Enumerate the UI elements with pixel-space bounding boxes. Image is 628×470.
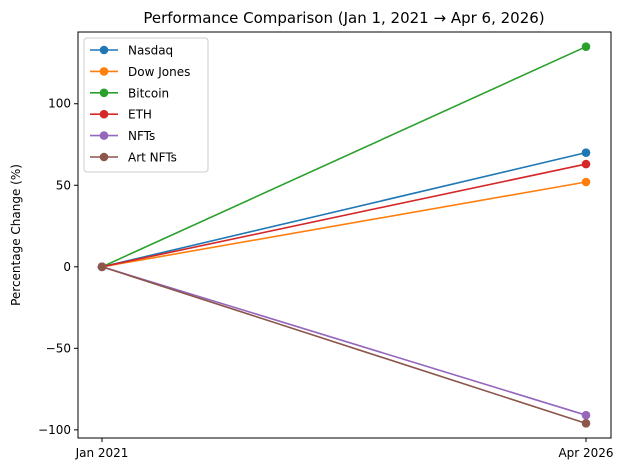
series-line	[101, 151, 587, 268]
legend-item: NFTs	[90, 129, 155, 143]
series-line	[101, 163, 587, 268]
legend-label: Bitcoin	[128, 86, 169, 100]
legend-swatch-marker	[99, 109, 109, 119]
legend-label: Art NFTs	[128, 151, 177, 165]
series-line	[101, 266, 587, 425]
series-dow-jones	[97, 177, 591, 272]
y-tick-label: 50	[56, 178, 71, 192]
chart-title: Performance Comparison (Jan 1, 2021 → Ap…	[143, 9, 544, 27]
y-axis: −100 −50 0 50 100	[38, 97, 78, 437]
legend-swatch-marker	[99, 45, 109, 55]
legend-label: NFTs	[128, 129, 155, 143]
data-point	[581, 419, 591, 428]
series-line	[101, 181, 587, 268]
y-tick-label: 100	[48, 97, 71, 111]
x-tick-label: Apr 2026	[558, 446, 613, 460]
y-tick-label: −100	[38, 423, 71, 437]
data-point	[581, 42, 591, 51]
legend-item: Dow Jones	[90, 65, 190, 79]
legend-swatch-marker	[99, 152, 109, 162]
series-nfts	[97, 262, 591, 420]
legend-label: Dow Jones	[128, 65, 190, 79]
y-tick-label: 0	[63, 260, 71, 274]
data-point	[97, 262, 107, 272]
legend-item: Art NFTs	[90, 151, 177, 165]
y-tick-label: −50	[46, 341, 71, 355]
legend-swatch-marker	[99, 88, 109, 98]
axes-frame	[77, 31, 612, 439]
legend: Nasdaq Dow Jones Bitcoin ETH NFTs Art NFTs	[83, 37, 209, 173]
plot-area	[97, 42, 591, 428]
series-line	[101, 266, 587, 416]
data-point	[581, 148, 591, 157]
legend-label: Nasdaq	[128, 44, 173, 58]
series-line	[101, 45, 587, 268]
legend-label: ETH	[128, 108, 152, 122]
legend-swatch-marker	[99, 131, 109, 140]
legend-swatch-marker	[99, 67, 109, 76]
legend-item: ETH	[90, 108, 152, 122]
x-axis: Jan 2021 Apr 2026	[75, 438, 614, 460]
legend-item: Bitcoin	[90, 86, 169, 100]
x-tick-label: Jan 2021	[75, 446, 129, 460]
y-axis-label: Percentage Change (%)	[9, 164, 23, 306]
legend-item: Nasdaq	[90, 44, 173, 58]
series-art-nfts	[97, 262, 591, 428]
data-point	[581, 177, 591, 187]
data-point	[581, 159, 591, 169]
data-point	[581, 410, 591, 420]
